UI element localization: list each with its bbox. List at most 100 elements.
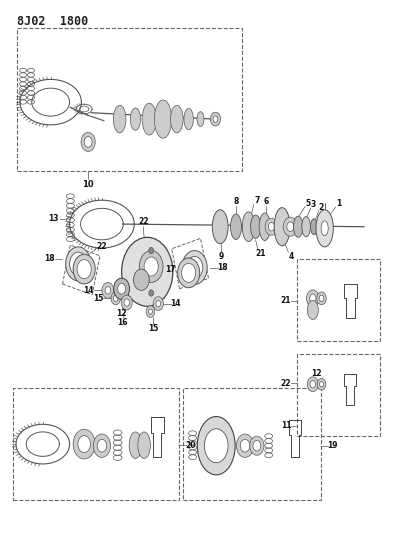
Bar	[17, 28, 242, 171]
Circle shape	[153, 297, 164, 311]
Text: 2: 2	[318, 203, 323, 212]
Text: 18: 18	[44, 254, 55, 263]
Ellipse shape	[114, 278, 129, 300]
Circle shape	[146, 306, 155, 317]
Text: 1: 1	[336, 199, 341, 208]
Ellipse shape	[186, 256, 203, 279]
Ellipse shape	[154, 100, 172, 138]
Ellipse shape	[197, 417, 235, 475]
Text: 22: 22	[138, 217, 148, 226]
Circle shape	[84, 136, 92, 147]
Ellipse shape	[230, 214, 241, 239]
Circle shape	[287, 222, 294, 231]
Circle shape	[310, 294, 316, 303]
Text: 8: 8	[233, 197, 239, 206]
Circle shape	[236, 434, 254, 457]
Ellipse shape	[293, 216, 303, 237]
Circle shape	[124, 299, 129, 306]
Circle shape	[81, 132, 95, 151]
Ellipse shape	[121, 237, 173, 306]
Text: 14: 14	[84, 286, 94, 295]
Bar	[297, 354, 380, 436]
Text: 19: 19	[327, 441, 338, 450]
Text: 12: 12	[116, 309, 127, 318]
Ellipse shape	[316, 210, 333, 247]
Bar	[172, 238, 208, 289]
Ellipse shape	[197, 112, 204, 126]
Text: 8J02  1800: 8J02 1800	[17, 14, 89, 28]
Circle shape	[268, 222, 275, 231]
Text: 14: 14	[170, 299, 181, 308]
Circle shape	[319, 295, 324, 302]
Text: 11: 11	[281, 421, 291, 430]
Text: 9: 9	[219, 252, 224, 261]
Text: 10: 10	[82, 180, 94, 189]
Circle shape	[306, 290, 319, 307]
Ellipse shape	[139, 251, 163, 282]
Ellipse shape	[184, 109, 193, 130]
Circle shape	[320, 382, 324, 387]
Circle shape	[156, 301, 161, 307]
Text: 13: 13	[48, 214, 59, 223]
Circle shape	[73, 429, 95, 459]
Ellipse shape	[73, 254, 95, 284]
Text: 15: 15	[93, 294, 103, 303]
Bar	[183, 389, 321, 500]
Text: 21: 21	[281, 296, 291, 305]
Circle shape	[102, 282, 114, 298]
Text: 18: 18	[218, 263, 228, 272]
Ellipse shape	[130, 108, 141, 130]
Ellipse shape	[204, 429, 228, 463]
Ellipse shape	[114, 106, 126, 133]
Circle shape	[210, 112, 221, 126]
Ellipse shape	[149, 247, 154, 254]
Ellipse shape	[66, 247, 91, 281]
Circle shape	[148, 309, 152, 314]
Bar	[297, 259, 380, 341]
Circle shape	[105, 287, 111, 294]
Ellipse shape	[251, 215, 261, 238]
Ellipse shape	[149, 290, 154, 296]
Ellipse shape	[129, 432, 142, 458]
Ellipse shape	[142, 103, 156, 135]
Circle shape	[240, 439, 250, 452]
Circle shape	[93, 434, 111, 457]
Bar	[13, 389, 179, 500]
Bar	[62, 245, 100, 295]
Circle shape	[317, 378, 326, 390]
Circle shape	[250, 436, 264, 455]
Ellipse shape	[310, 219, 318, 235]
Ellipse shape	[182, 251, 207, 285]
Ellipse shape	[321, 221, 328, 236]
Ellipse shape	[133, 269, 149, 290]
Ellipse shape	[302, 216, 310, 237]
Text: 17: 17	[166, 265, 176, 273]
Ellipse shape	[177, 258, 200, 288]
Text: 12: 12	[311, 369, 321, 378]
Ellipse shape	[77, 260, 91, 279]
Ellipse shape	[138, 432, 150, 458]
Text: 16: 16	[118, 318, 128, 327]
Text: 22: 22	[281, 378, 291, 387]
Ellipse shape	[307, 301, 318, 319]
Ellipse shape	[144, 257, 158, 276]
Circle shape	[213, 116, 218, 122]
Circle shape	[283, 217, 297, 236]
Text: 21: 21	[256, 249, 266, 258]
Circle shape	[78, 435, 91, 453]
Text: 22: 22	[96, 243, 107, 252]
Ellipse shape	[212, 210, 228, 244]
Text: 6: 6	[264, 197, 269, 206]
Circle shape	[114, 295, 118, 302]
Text: 20: 20	[185, 441, 196, 450]
Ellipse shape	[170, 106, 183, 133]
Circle shape	[97, 439, 107, 452]
Circle shape	[310, 381, 316, 388]
Circle shape	[111, 292, 120, 305]
Ellipse shape	[242, 212, 255, 241]
Text: 3: 3	[310, 200, 316, 209]
Text: 4: 4	[289, 252, 294, 261]
Ellipse shape	[69, 252, 87, 276]
Ellipse shape	[118, 284, 125, 294]
Circle shape	[265, 218, 278, 235]
